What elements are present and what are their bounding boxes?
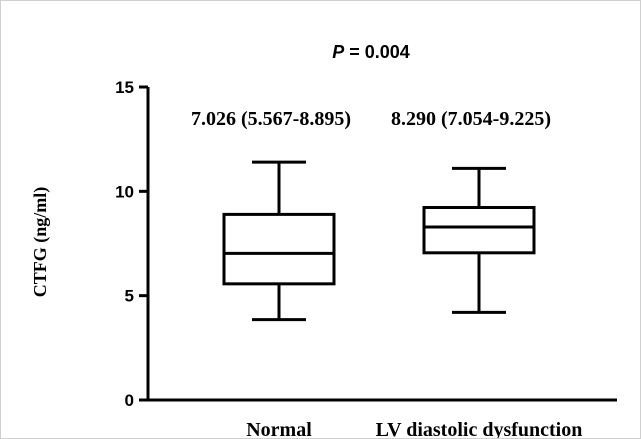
iqr-box xyxy=(422,206,536,255)
axes: 0 5 10 15 xyxy=(115,78,617,410)
iqr-box xyxy=(222,212,336,286)
y-tick-label: 0 xyxy=(125,391,134,410)
x-category-label: LV diastolic dysfunction xyxy=(376,419,583,438)
box-annotation: 7.026 (5.567-8.895) xyxy=(191,108,351,130)
title-p-symbol: P xyxy=(332,42,345,62)
box-annotation: 8.290 (7.054-9.225) xyxy=(391,108,551,130)
y-axis-label: CTFG (ng/ml) xyxy=(30,187,51,298)
box-2 xyxy=(422,166,536,314)
y-tick-label: 5 xyxy=(125,287,134,306)
y-tick-label: 10 xyxy=(115,182,134,201)
y-tick-label: 15 xyxy=(115,78,134,97)
x-category-label: Normal xyxy=(246,419,312,438)
box-1 xyxy=(222,160,336,322)
labels: 7.026 (5.567-8.895) 8.290 (7.054-9.225) No… xyxy=(191,108,582,438)
boxes xyxy=(222,160,536,322)
title-p-value: = 0.004 xyxy=(344,42,410,62)
chart-title: P = 0.004 xyxy=(332,42,410,62)
